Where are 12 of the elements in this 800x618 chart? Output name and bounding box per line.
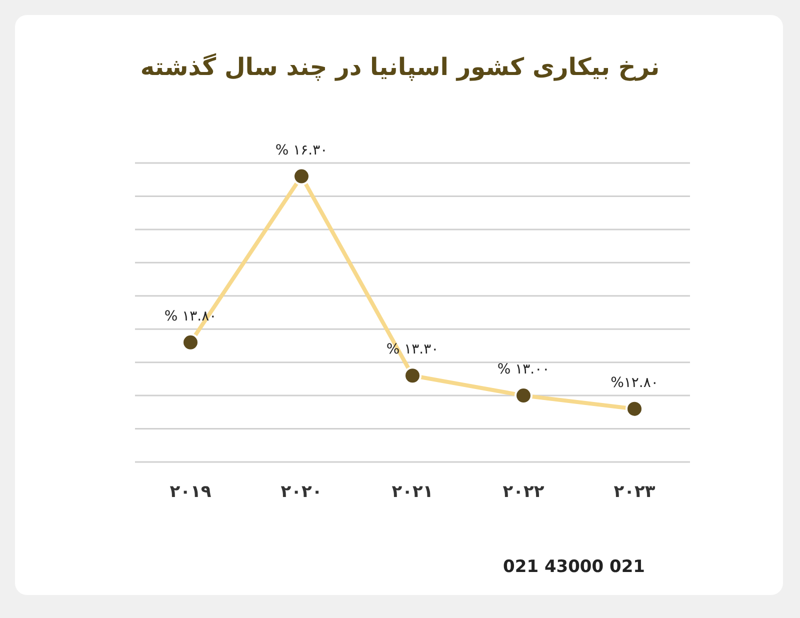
chart-title: نرخ بیکاری کشور اسپانیا در چند سال گذشته [140,53,660,81]
data-label: % ۱۳.۳۰ [386,342,439,358]
x-tick-label: ۲۰۲۳ [614,482,656,502]
text: 021 43000 021 [503,557,645,577]
x-tick-label: ۲۰۱۹ [170,482,212,502]
x-tick-label: ۲۰۲۰ [280,482,322,502]
data-label: % ۱۳.۸۰ [164,308,217,324]
x-tick-label: ۲۰۲۲ [502,482,545,502]
x-tick-label: ۲۰۲۱ [392,482,434,502]
data-label: % ۱۶.۳۰ [275,142,328,158]
data-label: % ۱۳.۰۰ [497,362,550,378]
data-label: %۱۲.۸۰ [610,374,658,391]
